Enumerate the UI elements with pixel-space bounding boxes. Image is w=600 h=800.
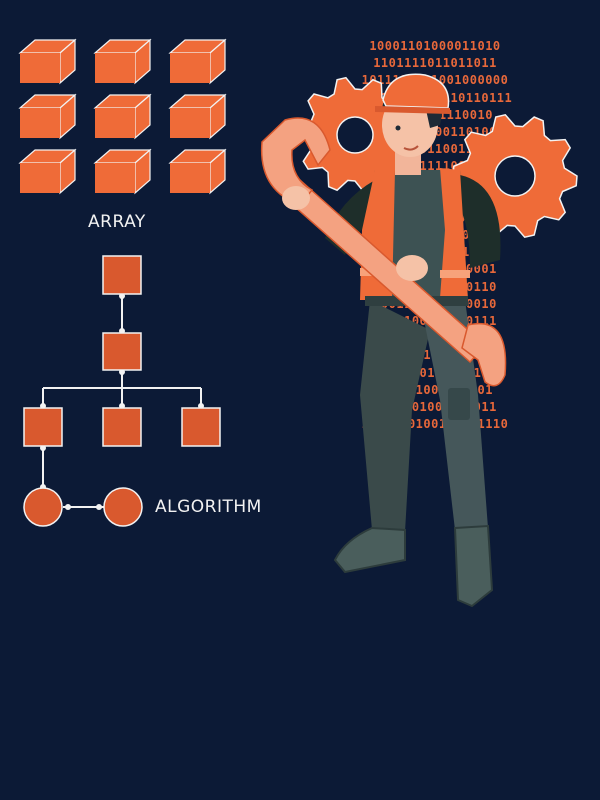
array-box — [168, 93, 227, 140]
binary-row: 1101111011011011 — [373, 56, 497, 71]
algo-node-left — [23, 407, 63, 447]
algorithm-label: ALGORITHM — [155, 497, 262, 517]
array-box — [168, 148, 227, 195]
array-box — [168, 38, 227, 85]
array-box — [93, 93, 152, 140]
array-box — [18, 148, 77, 195]
algo-circle-node-b — [103, 487, 143, 527]
worker-figure — [260, 73, 507, 608]
algo-circle-node-a — [23, 487, 63, 527]
array-box — [93, 148, 152, 195]
algorithm-tree — [23, 255, 221, 527]
array-grid — [18, 38, 227, 195]
algo-node-mid — [102, 332, 142, 371]
binary-row: 10001101000011010 — [369, 39, 501, 53]
array-box — [18, 38, 77, 85]
array-box — [18, 93, 77, 140]
algo-node-right — [181, 407, 221, 447]
array-label: ARRAY — [88, 212, 146, 232]
algo-node-center — [102, 407, 142, 447]
algo-node-root — [102, 255, 142, 295]
array-box — [93, 38, 152, 85]
